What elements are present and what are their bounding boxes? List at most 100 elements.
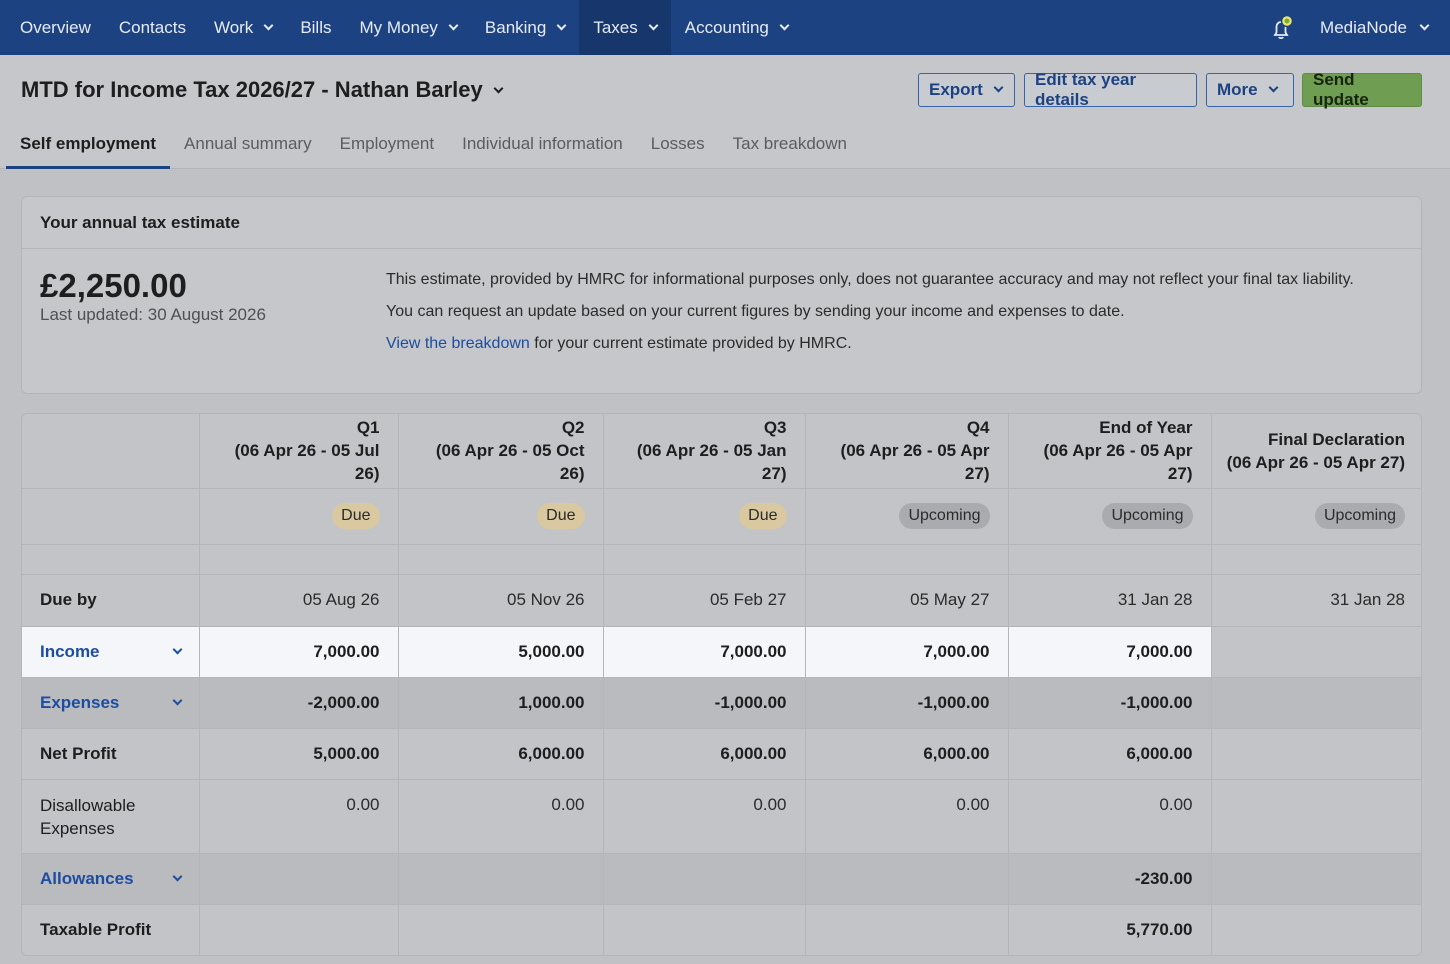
period-range: (06 Apr 26 - 05 Apr 27) [840,441,990,484]
nav-item-label: Taxes [593,17,638,37]
value-cell [1211,853,1421,905]
nav-item-work[interactable]: Work [200,0,286,55]
period-header: Q4 (06 Apr 26 - 05 Apr 27) [805,414,1009,489]
status-cell: Due [199,488,399,545]
due-by-label: Due by [22,574,200,627]
tab-employment[interactable]: Employment [339,134,435,153]
nav-item-banking[interactable]: Banking [471,0,579,55]
due-by-date: 31 Jan 28 [1211,574,1421,627]
status-badge: Due [739,503,787,529]
value-cell [199,904,399,955]
spacer-cell [1008,544,1212,575]
send-update-button[interactable]: Send update [1302,70,1422,109]
due-by-date: 31 Jan 28 [1008,574,1212,627]
nav-item-bills[interactable]: Bills [286,0,345,55]
more-button[interactable]: More [1206,73,1294,107]
status-badge: Due [332,503,380,529]
period-title: Q2 [561,418,585,438]
period-range: (06 Apr 26 - 05 Oct 26) [435,441,585,484]
send-update-label: Send update [1313,70,1369,109]
nav-item-overview[interactable]: Overview [0,0,105,55]
period-range: (06 Apr 26 - 05 Jul 26) [234,441,380,484]
tab-annual-summary[interactable]: Annual summary [184,134,312,153]
chevron-down-icon [993,82,1004,93]
nav-right: MediaNode [1266,0,1430,55]
nav-item-label: Banking [484,17,547,37]
value-cell: 7,000.00 [603,626,806,678]
status-cell: Upcoming [1211,488,1421,545]
tab-self-employment[interactable]: Self employment [6,128,171,169]
nav-item-label: My Money [359,17,438,37]
row-label: Expenses [40,692,120,712]
nav-item-label: Contacts [118,17,186,37]
value-cell: 0.00 [398,779,604,854]
value-cell [1211,779,1421,854]
value-cell: -230.00 [1008,853,1212,905]
tab-losses[interactable]: Losses [650,134,705,153]
estimate-amount: £2,250.00 [40,267,187,304]
status-cell: Upcoming [805,488,1009,545]
value-cell [1211,626,1421,678]
value-cell [398,853,604,905]
period-header-row: Q1 (06 Apr 26 - 05 Jul 26) Q2 (06 Apr 26 - … [22,414,1421,489]
nav-item-contacts[interactable]: Contacts [105,0,200,55]
period-title: Q4 [966,418,990,438]
value-cell: 5,770.00 [1008,904,1212,955]
value-cell: 5,000.00 [199,728,399,780]
value-cell: 7,000.00 [805,626,1009,678]
spacer-cell [199,544,399,575]
chevron-down-icon [556,20,567,30]
nav-item-label: Accounting [684,17,769,37]
value-cell: 0.00 [199,779,399,854]
value-cell: -1,000.00 [1008,677,1212,729]
chevron-down-icon [263,20,274,30]
expenses-label-cell[interactable]: Expenses [22,677,200,729]
taxable-profit-row: Taxable Profit 5,770.00 [22,904,1421,955]
net-profit-label-cell: Net Profit [22,728,200,780]
view-breakdown-link[interactable]: View the breakdown [386,335,530,352]
expenses-row[interactable]: Expenses -2,000.00 1,000.00 -1,000.00 -1,000… [22,677,1421,729]
value-cell: 0.00 [1008,779,1212,854]
last-updated: Last updated: 30 August 2026 [40,305,266,324]
period-title: Q1 [356,418,380,438]
income-label-cell[interactable]: Income [22,626,200,678]
nav-item-taxes[interactable]: Taxes [579,0,671,55]
chevron-down-icon [1419,20,1430,30]
due-by-date: 05 Aug 26 [199,574,399,627]
status-cell: Due [603,488,806,545]
taxable-profit-label-cell: Taxable Profit [22,904,200,955]
tab-individual-information[interactable]: Individual information [462,134,623,153]
allowances-row[interactable]: Allowances -230.00 [22,853,1421,905]
period-header: Q2 (06 Apr 26 - 05 Oct 26) [398,414,604,489]
income-row[interactable]: Income 7,000.00 5,000.00 7,000.00 7,000.00 7,… [22,626,1421,678]
page-title-text: MTD for Income Tax 2026/27 - Nathan Barl… [21,77,483,102]
nav-item-label: Overview [20,17,91,37]
organisation-switcher[interactable]: MediaNode [1320,18,1430,38]
period-header: End of Year (06 Apr 26 - 05 Apr 27) [1008,414,1212,489]
nav-item-my-money[interactable]: My Money [345,0,470,55]
due-by-date: 05 Feb 27 [603,574,806,627]
value-cell [1211,677,1421,729]
value-cell: -2,000.00 [199,677,399,729]
value-cell [1211,904,1421,955]
disallowable-row: Disallowable Expenses 0.00 0.00 0.00 0.00 0.0… [22,779,1421,854]
estimate-breakdown-line: View the breakdown for your current esti… [386,333,1386,355]
section-tabs: Self employment Annual summary Employment I… [6,128,861,169]
disallowable-label-cell: Disallowable Expenses [22,779,200,854]
estimate-update-info: You can request an update based on your … [386,303,1125,320]
value-cell: 7,000.00 [199,626,399,678]
value-cell: 1,000.00 [398,677,604,729]
value-cell: 7,000.00 [1008,626,1212,678]
tab-tax-breakdown[interactable]: Tax breakdown [732,134,847,153]
nav-item-accounting[interactable]: Accounting [671,0,802,55]
page-title[interactable]: MTD for Income Tax 2026/27 - Nathan Barl… [21,77,504,103]
notification-bell-icon[interactable] [1266,13,1296,43]
export-button[interactable]: Export [918,73,1015,107]
net-profit-row: Net Profit 5,000.00 6,000.00 6,000.00 6,000.… [22,728,1421,780]
edit-tax-year-button[interactable]: Edit tax year details [1024,70,1197,109]
nav-item-label: Work [213,17,254,37]
estimate-disclaimer: This estimate, provided by HMRC for info… [386,271,1354,288]
status-label-cell [22,488,200,545]
estimate-heading: Your annual tax estimate [22,197,1421,249]
allowances-label-cell[interactable]: Allowances [22,853,200,905]
